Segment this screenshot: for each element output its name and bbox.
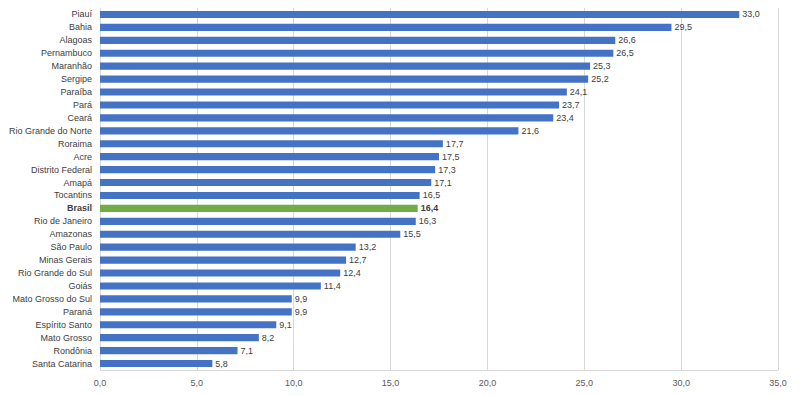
svg-text:7,1: 7,1 [241, 346, 254, 356]
svg-text:Pernambuco: Pernambuco [41, 48, 92, 58]
svg-text:9,9: 9,9 [295, 294, 308, 304]
svg-text:Tocantins: Tocantins [54, 190, 93, 200]
svg-text:9,1: 9,1 [279, 320, 292, 330]
svg-text:Alagoas: Alagoas [59, 35, 92, 45]
svg-text:Mato Grosso: Mato Grosso [40, 333, 92, 343]
svg-text:Roraima: Roraima [58, 139, 92, 149]
svg-text:Pará: Pará [73, 100, 92, 110]
svg-text:Sergipe: Sergipe [61, 74, 92, 84]
svg-text:Ceará: Ceará [67, 113, 92, 123]
svg-text:15,5: 15,5 [403, 229, 421, 239]
svg-text:25,0: 25,0 [576, 378, 594, 388]
svg-text:30,0: 30,0 [672, 378, 690, 388]
svg-text:Minas Gerais: Minas Gerais [39, 255, 93, 265]
svg-text:5,0: 5,0 [191, 378, 204, 388]
svg-text:16,4: 16,4 [421, 203, 439, 213]
svg-text:Brasil: Brasil [67, 203, 92, 213]
svg-text:21,6: 21,6 [521, 126, 539, 136]
svg-text:23,7: 23,7 [562, 100, 580, 110]
svg-text:24,1: 24,1 [570, 87, 588, 97]
svg-text:25,2: 25,2 [591, 74, 609, 84]
svg-text:12,4: 12,4 [343, 268, 361, 278]
svg-text:17,5: 17,5 [442, 152, 460, 162]
svg-text:Maranhão: Maranhão [51, 61, 92, 71]
svg-text:5,8: 5,8 [215, 359, 228, 369]
svg-text:Rondônia: Rondônia [53, 346, 92, 356]
svg-text:São Paulo: São Paulo [50, 242, 92, 252]
svg-text:Rio Grande do Norte: Rio Grande do Norte [9, 126, 92, 136]
svg-text:17,1: 17,1 [434, 178, 452, 188]
svg-text:Piauí: Piauí [71, 9, 92, 19]
svg-text:26,6: 26,6 [618, 35, 636, 45]
svg-text:Paraná: Paraná [63, 307, 92, 317]
svg-text:8,2: 8,2 [262, 333, 275, 343]
svg-text:Rio Grande do Sul: Rio Grande do Sul [18, 268, 92, 278]
svg-text:17,3: 17,3 [438, 165, 456, 175]
svg-text:23,4: 23,4 [556, 113, 574, 123]
svg-text:Espírito Santo: Espírito Santo [35, 320, 92, 330]
svg-text:29,5: 29,5 [674, 22, 692, 32]
svg-text:20,0: 20,0 [479, 378, 497, 388]
svg-text:12,7: 12,7 [349, 255, 367, 265]
svg-text:Amapá: Amapá [63, 178, 92, 188]
svg-text:25,3: 25,3 [593, 61, 611, 71]
svg-text:Amazonas: Amazonas [49, 229, 92, 239]
svg-text:16,3: 16,3 [419, 216, 437, 226]
svg-text:0,0: 0,0 [94, 378, 107, 388]
svg-text:Mato Grosso do Sul: Mato Grosso do Sul [12, 294, 92, 304]
svg-text:35,0: 35,0 [769, 378, 787, 388]
svg-text:Distrito Federal: Distrito Federal [31, 165, 92, 175]
svg-text:Bahia: Bahia [69, 22, 92, 32]
svg-text:10,0: 10,0 [285, 378, 303, 388]
svg-text:17,7: 17,7 [446, 139, 464, 149]
svg-text:Rio de Janeiro: Rio de Janeiro [34, 216, 92, 226]
svg-text:13,2: 13,2 [359, 242, 377, 252]
svg-text:Paraíba: Paraíba [60, 87, 92, 97]
svg-text:Acre: Acre [73, 152, 92, 162]
svg-text:26,5: 26,5 [616, 48, 634, 58]
svg-text:11,4: 11,4 [324, 281, 341, 291]
svg-text:Goiás: Goiás [68, 281, 92, 291]
svg-text:9,9: 9,9 [295, 307, 308, 317]
svg-text:33,0: 33,0 [742, 9, 760, 19]
svg-text:Santa Catarina: Santa Catarina [32, 359, 92, 369]
svg-text:16,5: 16,5 [423, 190, 441, 200]
svg-text:15,0: 15,0 [382, 378, 400, 388]
